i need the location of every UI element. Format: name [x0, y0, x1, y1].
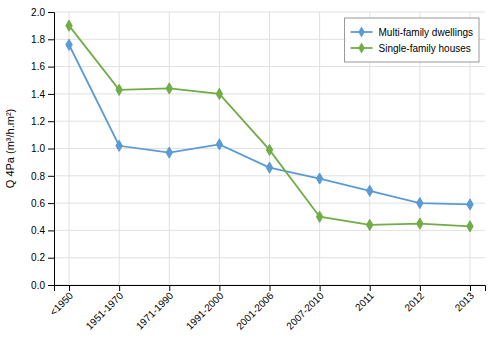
- data-point: [66, 39, 72, 50]
- tick: 2011: [353, 285, 376, 313]
- data-point: [316, 173, 322, 184]
- tick: 1991-2000: [184, 285, 226, 332]
- tick-label: 0.8: [31, 171, 45, 182]
- tick: 2001-2006: [234, 285, 276, 332]
- data-point: [316, 211, 322, 222]
- data-point: [467, 199, 473, 210]
- data-point: [266, 162, 272, 173]
- tick: 2013: [453, 285, 477, 313]
- data-point: [417, 218, 423, 229]
- tick-label: 1.8: [31, 34, 45, 45]
- legend-item: Multi-family dwellings: [351, 26, 473, 37]
- axis-domain: [48, 13, 55, 286]
- data-point: [116, 140, 122, 151]
- tick: 0.0: [31, 280, 54, 291]
- tick-mark: [48, 258, 54, 259]
- tick-label: 0.2: [31, 252, 45, 263]
- y-axis-title: Q 4Pa (m³/h.m²): [4, 109, 16, 188]
- tick-label: 1.6: [31, 61, 45, 72]
- legend: Multi-family dwellings Single-family hous…: [345, 18, 479, 62]
- tick: 1951-1970: [84, 285, 126, 332]
- tick-mark: [470, 285, 471, 291]
- tick-mark: [219, 285, 220, 291]
- data-point: [66, 20, 72, 31]
- tick-mark: [48, 39, 54, 40]
- tick: 0.6: [31, 198, 54, 209]
- tick-mark: [420, 285, 421, 291]
- tick-label: 1991-2000: [184, 290, 226, 332]
- data-point: [367, 219, 373, 230]
- tick: 1.6: [31, 61, 54, 72]
- legend-label: Multi-family dwellings: [379, 27, 473, 38]
- legend-label: Single-family houses: [379, 43, 471, 54]
- tick-mark: [48, 12, 54, 13]
- axis-domain: [55, 286, 486, 292]
- tick-mark: [119, 285, 120, 291]
- tick-mark: [48, 94, 54, 95]
- tick-mark: [48, 203, 54, 204]
- tick: 1.0: [31, 143, 54, 154]
- tick-label: 2011: [353, 290, 376, 313]
- tick-label: 1.2: [31, 116, 45, 127]
- tick-label: 0.0: [31, 280, 45, 291]
- grid-line: [69, 12, 70, 285]
- tick-mark: [48, 121, 54, 122]
- tick-mark: [48, 230, 54, 231]
- chart: <1950 1951-19701971-19901991-20002001-200…: [0, 0, 499, 347]
- data-point: [116, 84, 122, 95]
- tick-mark: [370, 285, 371, 291]
- tick: <1950: [48, 285, 76, 318]
- data-point: [367, 185, 373, 196]
- data-point: [266, 144, 272, 155]
- tick: 0.8: [31, 171, 54, 182]
- tick: 1.4: [31, 89, 54, 100]
- tick-label: 0.4: [31, 225, 45, 236]
- legend-item: Single-family houses: [351, 42, 471, 53]
- grid: [54, 12, 485, 285]
- tick-label: 1951-1970: [84, 290, 126, 332]
- tick-label: 1.4: [31, 89, 45, 100]
- tick: 1.8: [31, 34, 54, 45]
- marks: [66, 20, 473, 232]
- legend-box: [345, 18, 479, 62]
- data-point: [166, 83, 172, 94]
- tick: 0.2: [31, 252, 54, 263]
- data-point: [417, 198, 423, 209]
- tick-mark: [48, 176, 54, 177]
- legend-marker: [358, 26, 364, 37]
- tick-mark: [48, 67, 54, 68]
- tick-label: 2007-2010: [284, 290, 326, 332]
- tick-mark: [320, 285, 321, 291]
- tick: 0.4: [31, 225, 54, 236]
- tick: 1971-1990: [134, 285, 176, 332]
- legend-marker: [358, 42, 364, 53]
- series-line: [69, 45, 470, 205]
- x-axis: <1950 1951-19701971-19901991-20002001-200…: [48, 285, 486, 332]
- tick-mark: [48, 285, 54, 286]
- tick: 1.2: [31, 116, 54, 127]
- tick-mark: [270, 285, 271, 291]
- data-point: [467, 221, 473, 232]
- tick: 2012: [402, 285, 426, 313]
- tick: 2.0: [31, 7, 54, 18]
- tick-label: 1971-1990: [134, 290, 176, 332]
- y-axis: 0.0 0.2 0.4 0.6 0.8 1.0 1.2 1.4 1.6 1.8 2.0: [31, 7, 54, 291]
- tick-label: 1.0: [31, 143, 45, 154]
- tick-label: 2001-2006: [234, 290, 276, 332]
- tick-label: 2012: [402, 290, 426, 314]
- tick-mark: [169, 285, 170, 291]
- tick: 2007-2010: [284, 285, 326, 332]
- tick-label: 2013: [453, 290, 477, 314]
- data-point: [216, 88, 222, 99]
- tick-mark: [48, 149, 54, 150]
- data-point: [216, 139, 222, 150]
- plot: <1950 1951-19701971-19901991-20002001-200…: [31, 7, 485, 332]
- tick-label: 2.0: [31, 7, 45, 18]
- data-point: [166, 147, 172, 158]
- grid-line: [319, 12, 320, 285]
- tick-mark: [69, 285, 70, 291]
- tick-label: <1950: [48, 290, 76, 318]
- tick-label: 0.6: [31, 198, 45, 209]
